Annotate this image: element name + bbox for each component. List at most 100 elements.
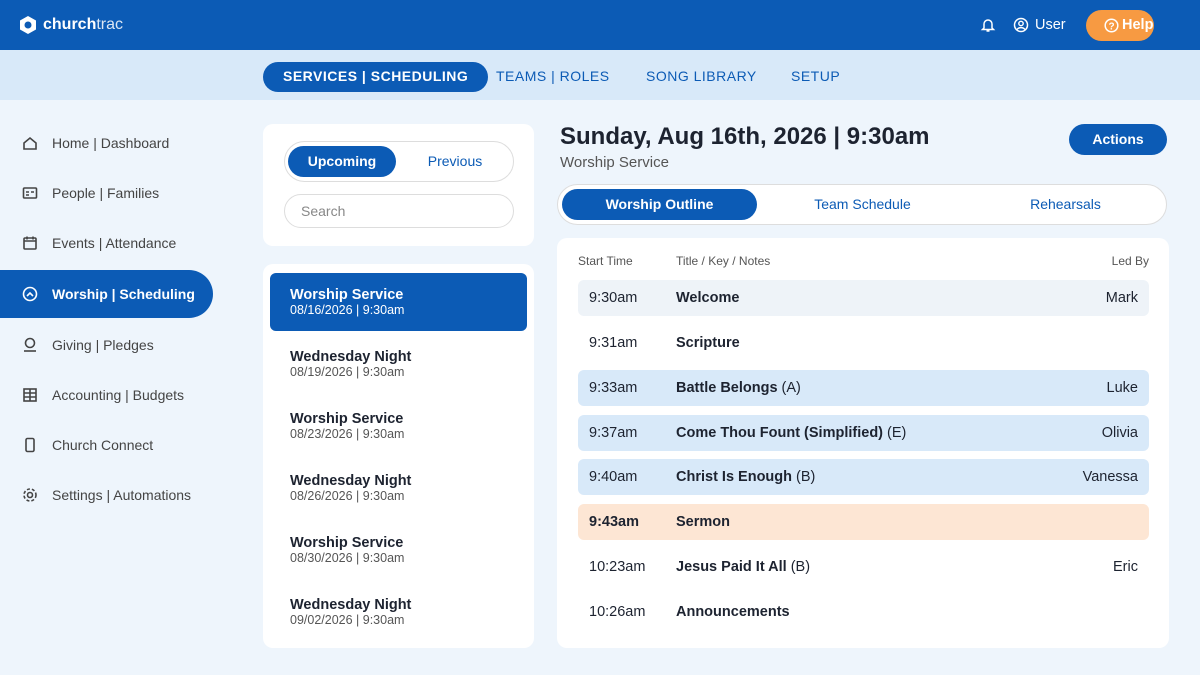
column-header: Start Time: [578, 254, 633, 268]
service-item[interactable]: Worship Service 08/30/2026 | 9:30am: [270, 521, 527, 579]
help-label: Help: [1122, 17, 1154, 33]
service-item[interactable]: Wednesday Night 08/26/2026 | 9:30am: [270, 459, 527, 517]
sidebar-item[interactable]: Settings | Automations: [0, 471, 213, 519]
label: People | Families: [52, 185, 160, 201]
label: Church Connect: [52, 437, 154, 453]
title: Sermon: [676, 514, 730, 530]
service-date: 08/16/2026 | 9:30am: [290, 303, 405, 317]
time: 9:37am: [589, 425, 638, 441]
label: Home | Dashboard: [52, 135, 170, 151]
outline-row[interactable]: 10:26am Announcements: [578, 594, 1149, 630]
time: 10:23am: [589, 559, 646, 575]
time: 9:43am: [589, 514, 639, 530]
column-header: Title / Key / Notes: [676, 254, 771, 268]
icon: [23, 136, 37, 150]
label: Giving | Pledges: [52, 337, 154, 353]
icon: [22, 286, 38, 302]
title: Jesus Paid It All: [676, 559, 787, 575]
actions-button[interactable]: Actions: [1069, 124, 1167, 155]
leader: Luke: [1106, 380, 1138, 396]
svg-text:?: ?: [1108, 22, 1114, 33]
tab[interactable]: Team Schedule: [814, 196, 911, 212]
service-date: 08/23/2026 | 9:30am: [290, 427, 405, 441]
nav-tab[interactable]: TEAMS | ROLES: [496, 68, 610, 84]
outline-row[interactable]: 9:30am Welcome Mark: [578, 280, 1149, 316]
sidebar-item[interactable]: Giving | Pledges: [0, 321, 213, 369]
outline-row[interactable]: 9:31am Scripture: [578, 325, 1149, 361]
tab[interactable]: Rehearsals: [1030, 196, 1101, 212]
title-cell: Christ Is Enough (B): [676, 469, 1083, 485]
title: Christ Is Enough: [676, 469, 792, 485]
header: churchtrac User ? Help: [0, 0, 1200, 50]
nav-tab[interactable]: SONG LIBRARY: [646, 68, 757, 84]
sub-nav: [0, 50, 1200, 100]
tab[interactable]: Upcoming: [288, 146, 396, 177]
key: (B): [796, 469, 816, 485]
outline-row[interactable]: 9:33am Battle Belongs (A) Luke: [578, 370, 1149, 406]
label: Settings | Automations: [52, 487, 192, 503]
time: 9:30am: [589, 290, 638, 306]
help-button[interactable]: ? Help: [1086, 10, 1154, 41]
title: Welcome: [676, 290, 740, 306]
icon: [24, 337, 36, 352]
user-icon: [1013, 17, 1029, 33]
service-item[interactable]: Worship Service 08/16/2026 | 9:30am: [270, 273, 527, 331]
service-subtitle: Worship Service: [560, 154, 669, 171]
sidebar-item[interactable]: Worship | Scheduling: [0, 270, 213, 318]
nav-tab[interactable]: SERVICES | SCHEDULING: [263, 62, 489, 92]
brand-b: trac: [96, 16, 124, 33]
label: Events | Attendance: [52, 235, 177, 251]
title: Scripture: [676, 335, 740, 351]
brand: churchtrac: [43, 16, 123, 34]
time: 9:33am: [589, 380, 638, 396]
service-item[interactable]: Wednesday Night 09/02/2026 | 9:30am: [270, 583, 527, 641]
service-date: 08/26/2026 | 9:30am: [290, 489, 405, 503]
tab[interactable]: Previous: [427, 153, 483, 169]
title: Battle Belongs: [676, 380, 778, 396]
nav-tab[interactable]: SETUP: [791, 68, 841, 84]
sidebar-item[interactable]: Events | Attendance: [0, 219, 213, 267]
sidebar-item[interactable]: People | Families: [0, 169, 213, 217]
user-menu[interactable]: User: [1035, 17, 1066, 33]
time: 10:26am: [589, 604, 646, 620]
leader: Olivia: [1101, 425, 1138, 441]
leader: Eric: [1113, 559, 1138, 575]
help-icon: ?: [1104, 18, 1119, 33]
icon: [23, 236, 37, 250]
title-cell: Battle Belongs (A): [676, 380, 1107, 396]
service-title: Worship Service: [290, 535, 404, 551]
title-cell: Come Thou Fount (Simplified) (E): [676, 425, 1102, 441]
column-header: Led By: [1111, 254, 1149, 268]
outline-row[interactable]: 9:37am Come Thou Fount (Simplified) (E) Ol…: [578, 415, 1149, 451]
service-title: Wednesday Night: [290, 349, 412, 365]
sidebar-item[interactable]: Home | Dashboard: [0, 119, 213, 167]
service-item[interactable]: Wednesday Night 08/19/2026 | 9:30am: [270, 335, 527, 393]
outline-row[interactable]: 10:23am Jesus Paid It All (B) Eric: [578, 549, 1149, 585]
title-cell: Jesus Paid It All (B): [676, 559, 1113, 575]
sidebar-item[interactable]: Accounting | Budgets: [0, 371, 213, 419]
filter-card: Upcoming Previous Search: [263, 124, 534, 246]
leader: Mark: [1105, 290, 1138, 306]
key: (A): [781, 380, 801, 396]
service-item[interactable]: Worship Service 08/23/2026 | 9:30am: [270, 397, 527, 455]
sidebar-item[interactable]: Church Connect: [0, 421, 213, 469]
outline-row[interactable]: 9:43am Sermon: [578, 504, 1149, 540]
logo: [20, 16, 36, 34]
service-title: Worship Service: [290, 287, 404, 303]
label: Worship | Scheduling: [52, 286, 195, 302]
title: Announcements: [676, 604, 790, 620]
search-input[interactable]: Search: [284, 194, 514, 228]
icon: [22, 187, 38, 199]
icon: [23, 488, 37, 502]
leader: Vanessa: [1082, 469, 1138, 485]
service-date: 08/19/2026 | 9:30am: [290, 365, 405, 379]
service-heading: Sunday, Aug 16th, 2026 | 9:30am: [560, 123, 930, 150]
title: Come Thou Fount (Simplified): [676, 425, 884, 441]
icon: [23, 388, 37, 402]
time: 9:31am: [589, 335, 638, 351]
tab[interactable]: Worship Outline: [562, 189, 757, 220]
outline-row[interactable]: 9:40am Christ Is Enough (B) Vanessa: [578, 459, 1149, 495]
brand-a: church: [43, 16, 97, 33]
notifications[interactable]: [980, 17, 996, 33]
